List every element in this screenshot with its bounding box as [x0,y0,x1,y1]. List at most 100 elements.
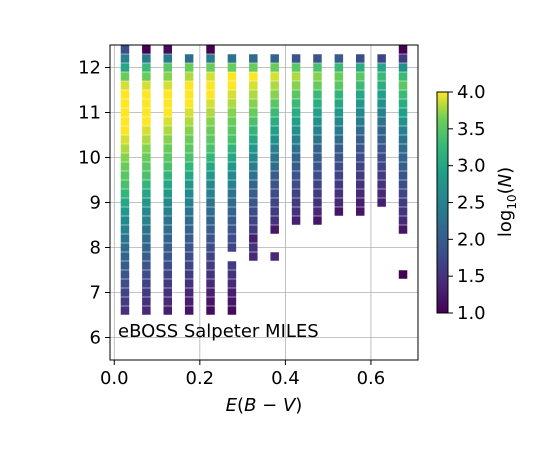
heatmap-cell [398,153,408,162]
heatmap-cell [142,135,151,144]
heatmap-cell [249,99,258,108]
heatmap-cell [184,63,194,72]
heatmap-cell [291,117,301,126]
heatmap-cell [163,234,172,243]
heatmap-cell [120,270,130,279]
heatmap-cell [377,108,386,117]
heatmap-cell [313,54,322,63]
heatmap-cell [227,279,237,288]
heatmap-cell [142,198,151,207]
heatmap-cell [291,72,301,81]
heatmap-cell [120,90,130,99]
heatmap-cell [120,288,130,297]
heatmap-cell [206,153,215,162]
heatmap-cell [291,189,301,198]
heatmap-cell [142,279,151,288]
heatmap-cell [142,225,151,234]
heatmap-cell [142,153,151,162]
heatmap-cell [163,225,172,234]
heatmap-cell [142,270,151,279]
heatmap-cell [356,180,365,189]
heatmap-cell [291,90,301,99]
heatmap-cell [120,144,130,153]
x-tick-label: 0.2 [186,368,215,389]
y-tick-label: 6 [90,328,101,349]
heatmap-cell [184,207,194,216]
heatmap-cell [291,162,301,171]
heatmap-cell [142,297,151,306]
heatmap-cell [356,117,365,126]
heatmap-cell [249,126,258,135]
heatmap-cell [270,252,279,261]
heatmap-cell [227,72,237,81]
heatmap-cell [356,90,365,99]
heatmap-cell [163,162,172,171]
heatmap-cell [377,198,386,207]
heatmap-cell [163,45,172,54]
heatmap-cell [163,117,172,126]
heatmap-cell [227,306,237,315]
heatmap-cell [291,216,301,225]
heatmap-cell [249,135,258,144]
heatmap-cell [249,180,258,189]
heatmap-cell [120,180,130,189]
heatmap-cell [313,207,322,216]
heatmap-cell [291,171,301,180]
heatmap-cell [142,252,151,261]
heatmap-cell [120,297,130,306]
heatmap-cell [249,171,258,180]
heatmap-cell [398,54,408,63]
heatmap-cell [270,126,279,135]
heatmap-cell [163,261,172,270]
heatmap-cell [206,297,215,306]
heatmap-cell [142,261,151,270]
heatmap-cell [206,270,215,279]
heatmap-cell [249,225,258,234]
heatmap-cell [356,207,365,216]
heatmap-cell [249,189,258,198]
heatmap-cell [313,180,322,189]
heatmap-cell [334,90,344,99]
heatmap-cell [163,171,172,180]
heatmap-cell [398,135,408,144]
heatmap-cell [377,180,386,189]
y-tick-label: 9 [90,193,101,214]
heatmap-cell [313,189,322,198]
heatmap-cell [270,81,279,90]
heatmap-cell [206,99,215,108]
heatmap-cell [184,81,194,90]
heatmap-cell [291,81,301,90]
heatmap-cell [377,90,386,99]
heatmap-cell [377,135,386,144]
heatmap-cell [334,180,344,189]
heatmap-cell [227,189,237,198]
heatmap-cell [163,252,172,261]
heatmap-cell [377,81,386,90]
heatmap-cell [291,99,301,108]
heatmap-cell [120,162,130,171]
heatmap-cell [184,216,194,225]
heatmap-cell [142,243,151,252]
annotation-text: eBOSS Salpeter MILES [118,321,319,342]
x-tick-label: 0.6 [357,368,386,389]
heatmap-cell [184,288,194,297]
x-tick-label: 0.4 [271,368,300,389]
heatmap-cell [227,270,237,279]
heatmap-cell [291,54,301,63]
heatmap-cell [120,99,130,108]
heatmap-cell [142,99,151,108]
heatmap-cell [163,108,172,117]
heatmap-cell [249,54,258,63]
colorbar-tick-label: 3.5 [457,119,486,140]
heatmap-cell [291,144,301,153]
heatmap-cell [184,117,194,126]
heatmap-cell [184,189,194,198]
heatmap-cell [270,162,279,171]
heatmap-cell [334,198,344,207]
heatmap-cell [184,261,194,270]
heatmap-cell [356,135,365,144]
heatmap-cell [249,81,258,90]
heatmap-cell [227,180,237,189]
y-tick-label: 11 [78,103,101,124]
heatmap-cell [120,135,130,144]
